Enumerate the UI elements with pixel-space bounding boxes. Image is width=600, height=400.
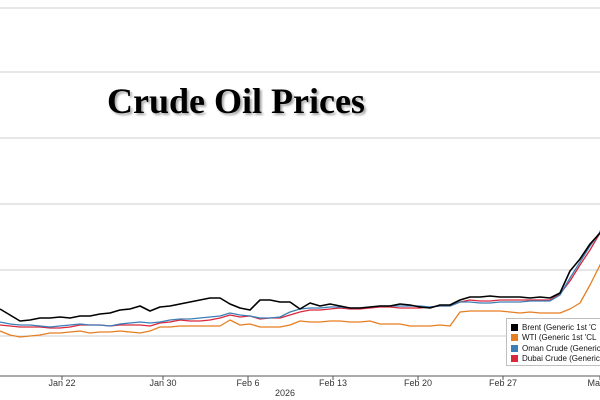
x-tick-label-3: Feb 13	[319, 378, 347, 388]
legend: Brent (Generic 1st 'C WTI (Generic 1st '…	[506, 318, 600, 366]
series-lines	[0, 229, 600, 338]
x-axis: Jan 22 Jan 30 Feb 6 Feb 13 Feb 20 Feb 27 Ma	[0, 375, 600, 388]
legend-swatch-dubai	[511, 355, 518, 363]
legend-item-dubai: Dubai Crude (Generic	[511, 354, 600, 365]
legend-item-wti: WTI (Generic 1st 'CL	[511, 333, 600, 344]
x-tick-label-5: Feb 27	[489, 378, 517, 388]
legend-item-brent: Brent (Generic 1st 'C	[511, 322, 600, 333]
x-tick-label-0: Jan 22	[48, 378, 75, 388]
grid-lines	[0, 7, 600, 337]
series-line-brent	[0, 230, 600, 322]
x-tick-label-6: Ma	[587, 378, 600, 388]
series-line-oman	[0, 229, 600, 328]
legend-label-wti: WTI (Generic 1st 'CL	[522, 333, 597, 343]
legend-item-oman: Oman Crude (Generic	[511, 343, 600, 354]
series-line-dubai	[0, 231, 600, 329]
legend-swatch-wti	[511, 334, 518, 342]
legend-swatch-brent	[511, 323, 518, 331]
x-tick-label-2: Feb 6	[236, 378, 259, 388]
legend-swatch-oman	[511, 344, 518, 352]
legend-label-brent: Brent (Generic 1st 'C	[522, 322, 597, 332]
series-line-wti	[0, 263, 600, 338]
chart-title: Crude Oil Prices	[107, 81, 365, 121]
x-tick-label-1: Jan 30	[149, 378, 176, 388]
legend-label-oman: Oman Crude (Generic	[522, 343, 600, 353]
legend-label-dubai: Dubai Crude (Generic	[522, 354, 600, 364]
x-axis-year-label: 2026	[274, 388, 296, 398]
x-tick-label-4: Feb 20	[404, 378, 432, 388]
